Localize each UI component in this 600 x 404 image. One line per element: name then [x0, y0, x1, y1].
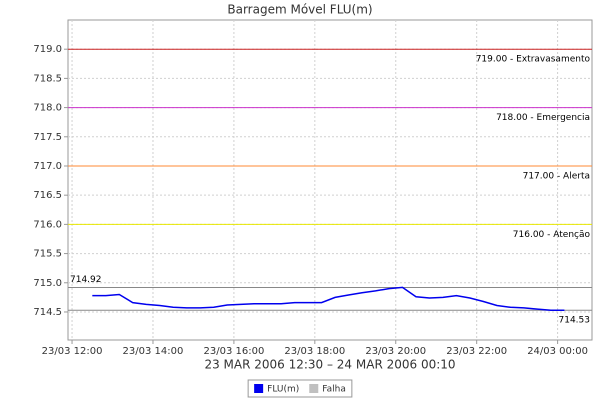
- x-tick-label: 23/03 20:00: [365, 346, 426, 357]
- x-tick-label: 24/03 00:00: [527, 346, 588, 357]
- threshold-label: 719.00 - Extravasamento: [476, 55, 591, 65]
- y-tick-label: 717.5: [33, 132, 62, 143]
- y-tick-label: 714.5: [33, 307, 62, 318]
- threshold-label: 718.00 - Emergencia: [496, 113, 590, 123]
- plot-area: [67, 19, 593, 341]
- x-tick-label: 23/03 22:00: [446, 346, 507, 357]
- legend-swatch: [254, 384, 264, 393]
- y-tick-label: 718.0: [33, 103, 62, 114]
- x-tick-label: 23/03 14:00: [123, 346, 184, 357]
- legend-label: Falha: [322, 385, 346, 395]
- y-tick-label: 715.0: [33, 278, 62, 289]
- marker-label: 714.92: [70, 275, 102, 285]
- legend-label: FLU(m): [267, 385, 299, 395]
- marker-label: 714.53: [559, 316, 591, 326]
- threshold-label: 716.00 - Atenção: [513, 230, 591, 240]
- y-tick-label: 716.5: [33, 190, 62, 201]
- y-tick-label: 719.0: [33, 44, 62, 55]
- y-tick-label: 717.0: [33, 161, 62, 172]
- x-tick-label: 23/03 18:00: [284, 346, 345, 357]
- chart-title: Barragem Móvel FLU(m): [227, 3, 372, 17]
- legend-swatch: [309, 384, 319, 393]
- x-tick-label: 23/03 12:00: [42, 346, 103, 357]
- legend-box: [247, 379, 353, 398]
- threshold-label: 717.00 - Alerta: [523, 171, 590, 181]
- y-tick-label: 716.0: [33, 219, 62, 230]
- y-tick-label: 715.5: [33, 249, 62, 260]
- y-tick-label: 718.5: [33, 73, 62, 84]
- x-axis-label: 23 MAR 2006 12:30 – 24 MAR 2006 00:10: [204, 358, 455, 372]
- series-line: [92, 286, 565, 311]
- x-tick-label: 23/03 16:00: [203, 346, 264, 357]
